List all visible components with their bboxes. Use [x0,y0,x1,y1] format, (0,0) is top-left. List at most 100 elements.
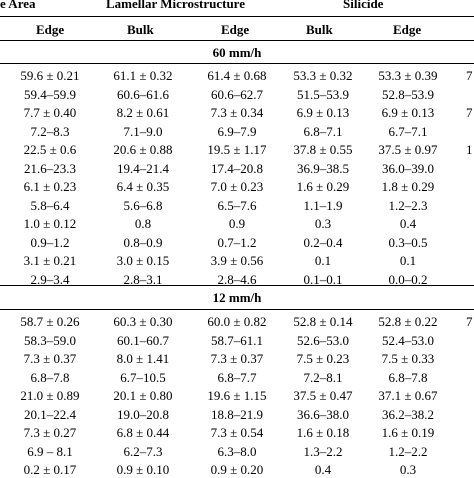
table-row: 58.3–59.0 60.1–60.7 58.7–61.1 52.6–53.0 52.4… [0,333,474,349]
table-row: 7.7 ± 0.40 8.2 ± 0.61 7.3 ± 0.34 6.9 ± 0.13… [0,105,474,121]
table-row: 59.4–59.9 60.6–61.6 60.6–62.7 51.5–53.9 52.8… [0,87,474,103]
table-cell: 22.5 ± 0.6 [23,142,77,157]
table-cell: 0.8–0.9 [123,234,163,250]
table-cell: 0.9–1.2 [30,234,70,250]
table-cell: 7.1–9.0 [123,123,163,139]
table-cell: 0.1 [314,253,332,268]
table-cell: 8.2 ± 0.61 [116,105,170,120]
table-cell: 0.7–1.2 [217,234,257,250]
table-cell: 0.9 ± 0.20 [210,462,264,477]
table-cell: 36.2–38.2 [382,406,434,422]
table-cell: 6.8–7.1 [303,123,343,139]
section-rule-12 [0,309,474,310]
table-cell: 0.2–0.4 [303,234,343,250]
table-cell: 20.1–22.4 [24,406,76,422]
table-cell: 60.6–61.6 [117,86,169,102]
table-cell: 0.8 [134,216,152,231]
table-row: 22.5 ± 0.6 20.6 ± 0.88 19.5 ± 1.17 37.8 ± 0… [0,142,474,158]
group-header-left-partial: e Area [0,0,36,11]
table-cell: 61.4 ± 0.68 [207,68,267,83]
table-row: 5.8–6.4 5.6–6.8 6.5–7.6 1.1–1.9 1.2–2.3 [0,198,474,214]
table-row: 1.0 ± 0.12 0.8 0.9 0.3 0.4 [0,216,474,232]
table-cell: 60.6–62.7 [211,86,263,102]
section-separator [0,285,474,286]
table-cell: 2.8–4.6 [217,271,257,287]
table-cell: 5.8–6.4 [30,197,70,213]
table-cell: 6.9 ± 0.13 [381,105,435,120]
table-cell: 0.0–0.2 [388,271,428,287]
table-cell: 36.0–39.0 [382,160,434,176]
table-row: 2.9–3.4 2.8–3.1 2.8–4.6 0.1–0.1 0.0–0.2 [0,272,474,288]
table-cell: 6.9–7.9 [217,123,257,139]
table-cell-clipped: 7 [466,68,473,83]
table-cell: 60.1–60.7 [117,332,169,348]
table-cell: 7.3 ± 0.37 [210,351,264,366]
table-cell: 19.6 ± 1.15 [207,388,267,403]
column-header-bulk-3: Bulk [306,22,333,37]
table-row: 59.6 ± 0.21 61.1 ± 0.32 61.4 ± 0.68 53.3 ± … [0,68,474,84]
table-cell: 17.4–20.8 [211,160,263,176]
table-cell: 7.5 ± 0.23 [296,351,350,366]
table-cell: 8.0 ± 1.41 [116,351,170,366]
table-cell: 6.5–7.6 [217,197,257,213]
table-cell: 3.9 ± 0.56 [210,253,264,268]
table-cell: 53.3 ± 0.32 [293,68,353,83]
table-cell: 6.4 ± 0.35 [116,179,170,194]
table-cell: 0.9 [228,216,246,231]
table-cell: 6.9 ± 0.13 [296,105,350,120]
table-row: 6.9 – 8.1 6.2–7.3 6.3–8.0 1.3–2.2 1.2–2.2 [0,444,474,460]
table-cell: 0.1 [399,253,417,268]
table-cell: 6.3–8.0 [217,443,257,459]
column-header-edge-2: Edge [221,22,250,37]
table-cell: 0.9 ± 0.10 [116,462,170,477]
group-header-lamellar-microstructure: Lamellar Microstructure [106,0,245,11]
table-cell: 1.8 ± 0.29 [381,179,435,194]
table-cell: 37.5 ± 0.97 [378,142,438,157]
table-cell: 60.0 ± 0.82 [207,314,267,329]
table-cell: 1.2–2.2 [388,443,428,459]
table-cell: 2.9–3.4 [30,271,70,287]
section-label-60: 60 mm/h [212,45,262,60]
table-cell: 51.5–53.9 [297,86,349,102]
table-cell-clipped: 7 [466,105,473,120]
table-row: 21.6–23.3 19.4–21.4 17.4–20.8 36.9–38.5 36.0… [0,161,474,177]
table-cell: 3.0 ± 0.15 [116,253,170,268]
group-header-silicide: Silicide [343,0,384,11]
table-cell: 7.3 ± 0.34 [210,105,264,120]
table-cell: 6.1 ± 0.23 [23,179,77,194]
table-row: 7.2–8.3 7.1–9.0 6.9–7.9 6.8–7.1 6.7–7.1 [0,124,474,140]
table-cell: 61.1 ± 0.32 [113,68,173,83]
table-cell-clipped: 7 [466,314,473,329]
table-cell: 1.6 ± 0.29 [296,179,350,194]
section-rule-60 [0,63,474,64]
table-cell: 7.3 ± 0.27 [23,425,77,440]
table-cell: 0.3–0.5 [388,234,428,250]
table-cell: 6.7–7.1 [388,123,428,139]
table-cell: 6.8–7.8 [388,369,428,385]
table-cell: 0.3 [399,462,417,477]
table-cell: 7.5 ± 0.33 [381,351,435,366]
table-cell: 59.4–59.9 [24,86,76,102]
table-cell: 0.4 [314,462,332,477]
table-cell: 21.0 ± 0.89 [20,388,80,403]
table-cell: 6.9 – 8.1 [27,443,73,459]
table-cell: 37.8 ± 0.55 [293,142,353,157]
table-cell: 52.8–53.9 [382,86,434,102]
table-cell: 58.7–61.1 [211,332,263,348]
table-row: 58.7 ± 0.26 60.3 ± 0.30 60.0 ± 0.82 52.8 ± … [0,314,474,330]
table-cell: 6.7–10.5 [120,369,166,385]
column-header-rule [0,40,474,41]
table-cell: 1.0 ± 0.12 [23,216,77,231]
table-cell: 7.3 ± 0.37 [23,351,77,366]
table-cell: 1.1–1.9 [303,197,343,213]
table-cell: 1.3–2.2 [303,443,343,459]
table-cell: 52.8 ± 0.22 [378,314,438,329]
table-cell: 20.6 ± 0.88 [113,142,173,157]
column-header-edge-1: Edge [36,22,65,37]
table-cell: 1.6 ± 0.18 [296,425,350,440]
table-cell: 18.8–21.9 [211,406,263,422]
table-cell: 0.2 ± 0.17 [23,462,77,477]
header-rule [0,16,474,17]
table-cell: 20.1 ± 0.80 [113,388,173,403]
table-cell: 7.7 ± 0.40 [23,105,77,120]
